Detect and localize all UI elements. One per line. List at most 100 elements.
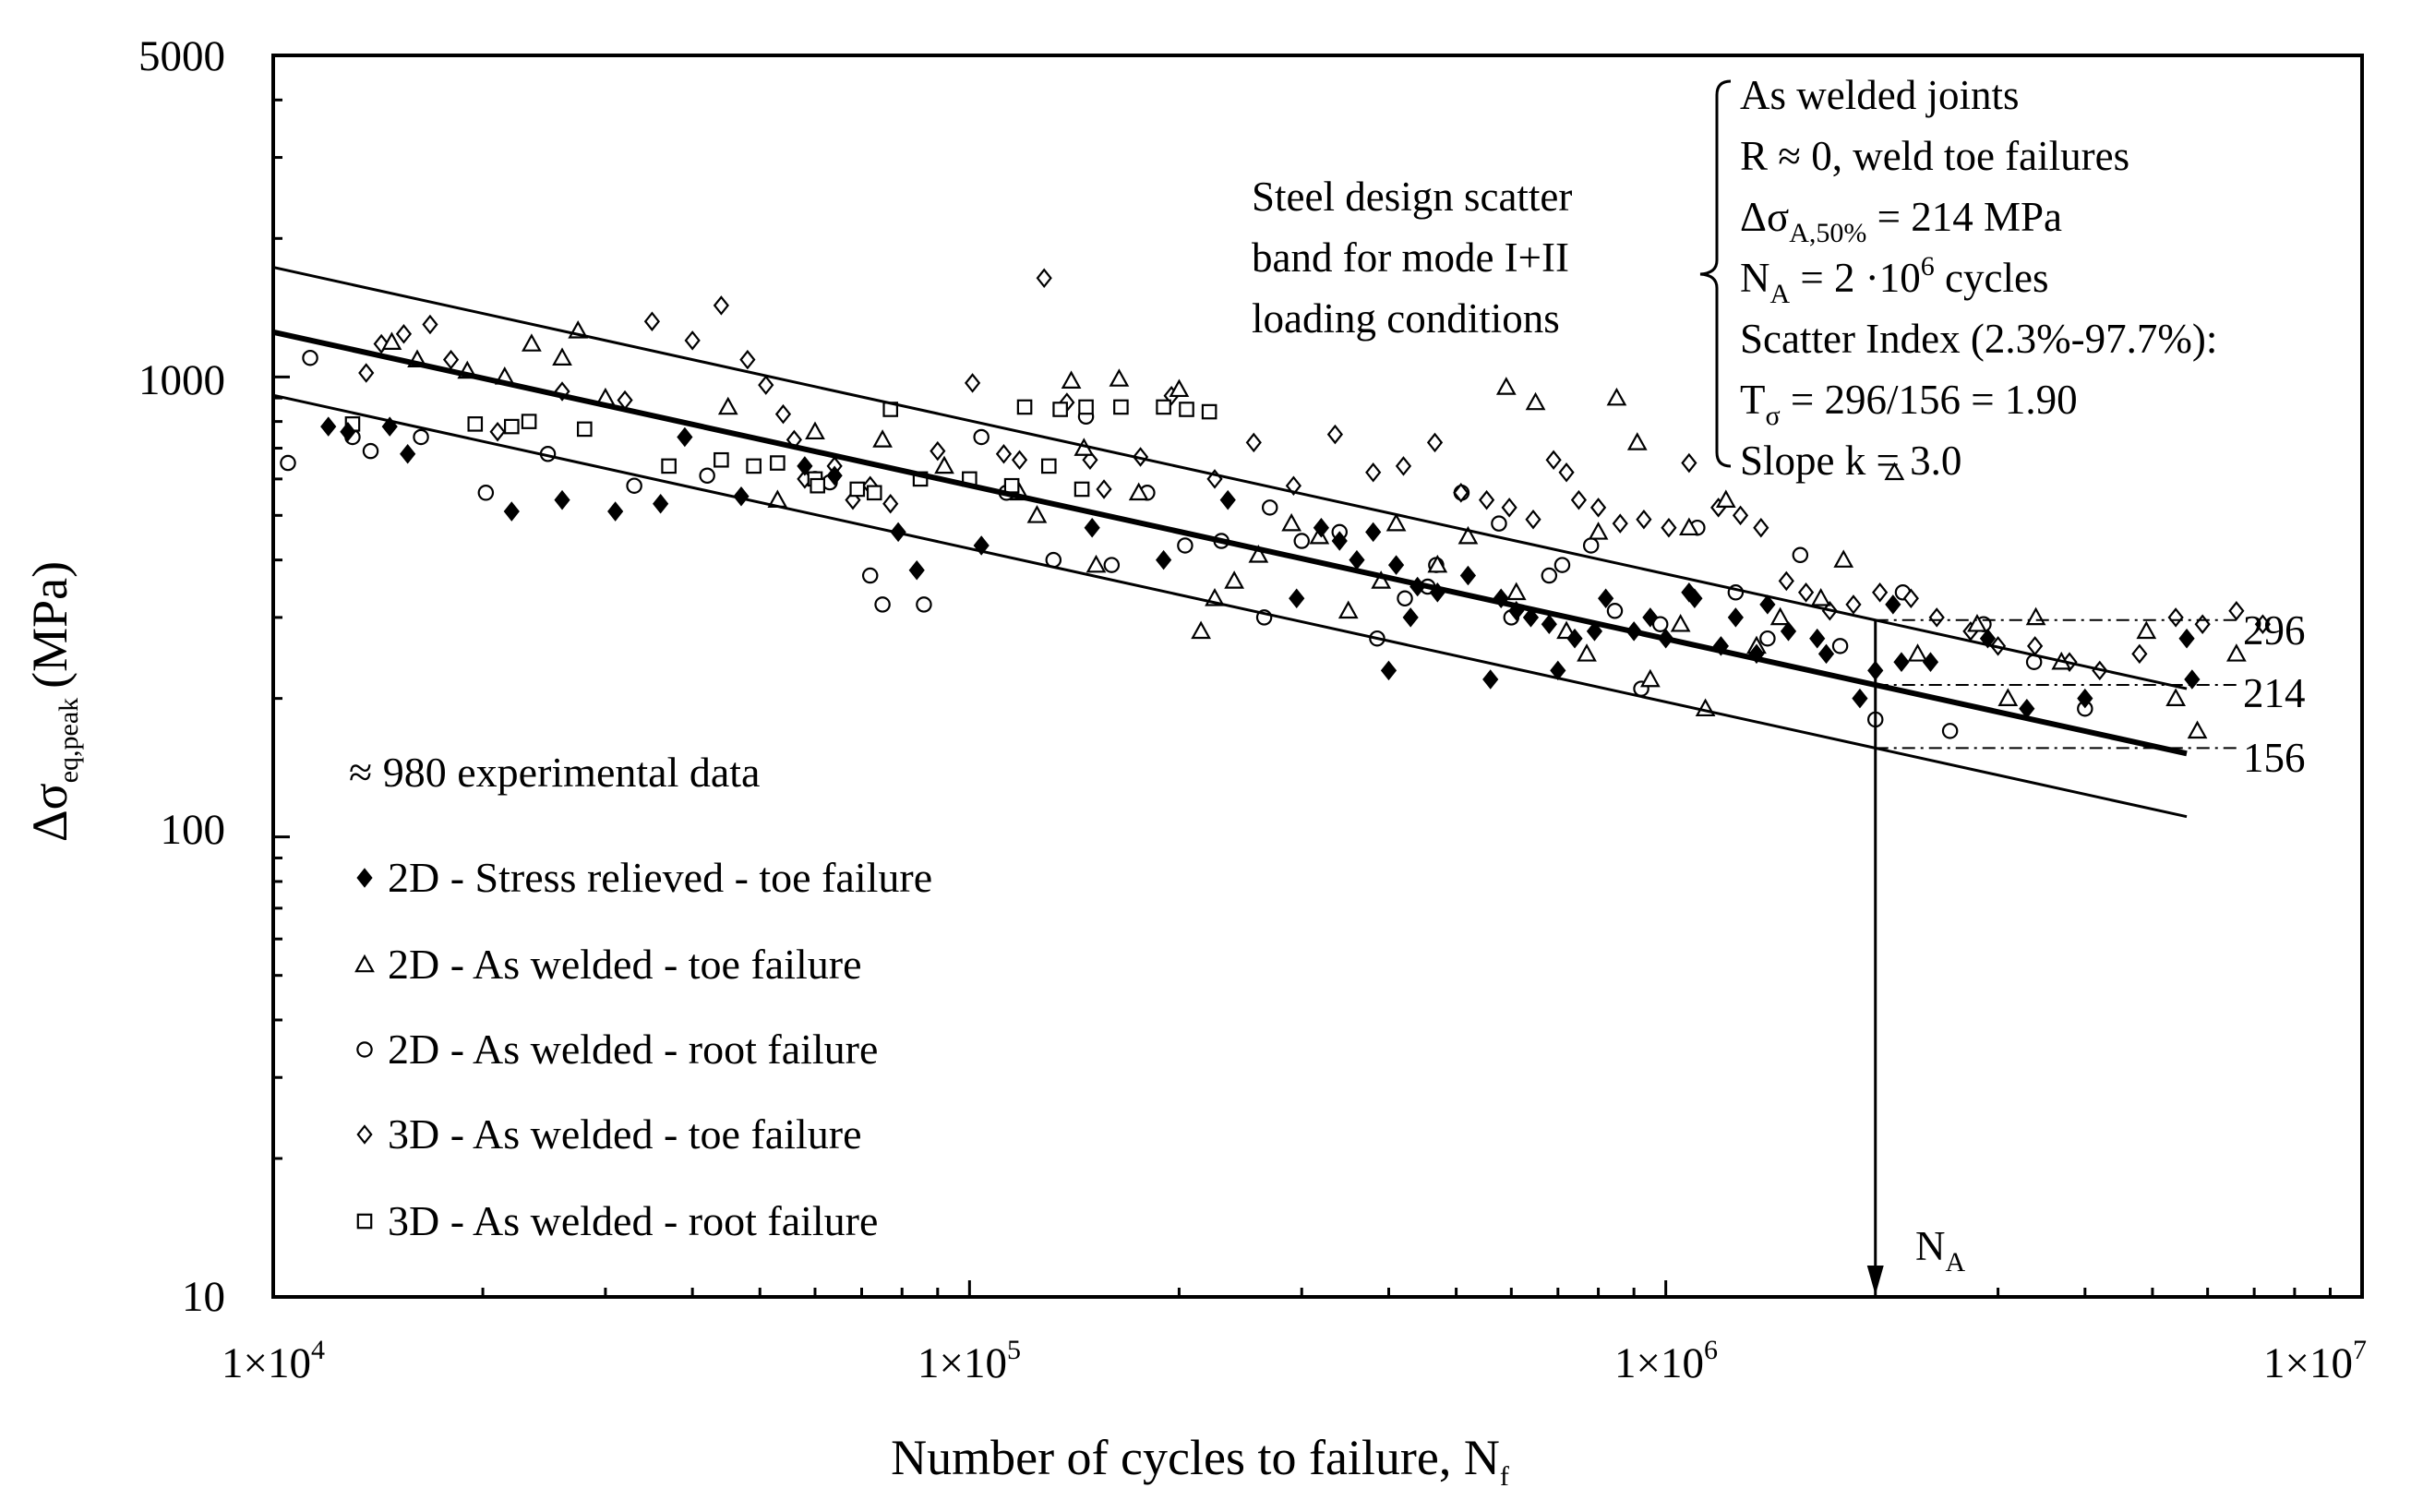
data-point-3d-toe [995,444,1013,464]
data-point-aw-toe [1639,668,1661,688]
data-point-sr-toe [653,493,669,514]
data-point-aw-root [413,428,429,446]
data-point-aw-toe [1769,606,1791,626]
data-point-sr-toe [1084,517,1100,538]
data-point-aw-toe [1577,643,1597,662]
data-point-sr-toe [340,421,356,442]
data-point-sr-toe [1402,607,1419,628]
data-point-3d-toe [930,440,946,462]
brace-icon [1699,79,1732,468]
data-point-3d-toe [2131,643,2148,665]
data-point-3d-toe [1612,513,1628,534]
data-point-sr-toe [1922,652,1939,672]
data-point-aw-root [477,485,495,501]
data-point-3d-toe [643,311,661,331]
info-line-5: Scatter Index (2.3%-97.7%): [1740,316,2217,362]
data-point-aw-root [1491,515,1507,532]
data-point-aw-root [1792,546,1809,564]
data-point-sr-toe [400,444,416,464]
data-point-aw-toe [1248,545,1269,563]
data-point-3d-toe [489,421,506,442]
legend-marker-3d-toe [356,1124,373,1145]
data-point-aw-toe [1337,600,1359,619]
data-point-sr-toe [1365,522,1382,543]
data-point-aw-toe [1061,370,1082,389]
data-point-sr-toe [1482,669,1499,690]
data-point-aw-root [1582,537,1600,554]
data-point-aw-root [1103,557,1121,573]
data-point-3d-toe [1661,517,1677,538]
data-point-3d-root [714,451,729,468]
info-line-3: ΔσA,50% = 214 MPa [1740,194,2062,248]
data-point-3d-root [1003,477,1020,494]
data-point-sr-toe [2077,688,2093,709]
data-point-aw-root [874,596,891,613]
data-point-3d-toe [1395,456,1412,476]
data-point-3d-toe [1570,489,1588,510]
data-point-3d-toe [1453,483,1469,503]
data-point-sr-toe [1289,588,1305,609]
band-label-296: 296 [2243,607,2306,654]
data-point-3d-root [810,477,826,494]
data-point-aw-toe [1884,462,1905,481]
data-point-3d-toe [1732,505,1749,526]
data-point-3d-toe [358,363,375,383]
data-point-sr-toe [1852,688,1868,709]
data-point-3d-toe [1036,268,1052,289]
data-point-aw-root [1261,499,1278,516]
data-point-sr-toe [1566,628,1583,649]
x-tick-label-1e6: 1×106 [1614,1335,1718,1387]
band-line-mean [272,329,2188,757]
data-point-sr-toe [1459,565,1477,586]
data-point-aw-toe [1169,378,1190,398]
x-tick-label-1e4: 1×104 [222,1335,325,1387]
data-point-3d-toe [442,349,460,370]
data-point-aw-root [1651,616,1669,632]
x-axis-title: Number of cycles to failure, Nf [891,1430,1509,1492]
y-tick-label-1000: 1000 [138,356,225,404]
data-point-sr-toe [1380,660,1397,681]
data-point-3d-root [1113,399,1129,415]
data-point-aw-toe [1810,588,1831,606]
data-point-sr-toe [607,501,624,522]
data-point-3d-toe [1797,582,1815,603]
data-point-3d-root [504,418,520,435]
band-line-lower [272,393,2188,819]
data-point-3d-toe [758,375,774,395]
data-point-3d-toe [1681,452,1697,474]
data-point-aw-root [699,467,715,485]
data-point-aw-toe [1997,688,2019,706]
data-point-3d-toe [1245,432,1262,453]
data-point-sr-toe [826,465,843,486]
data-point-aw-toe [717,396,738,415]
data-point-3d-toe [2228,601,2245,621]
data-point-aw-toe [522,333,542,352]
data-point-aw-toe [1907,643,1928,662]
data-point-sr-toe [554,489,570,510]
data-point-sr-toe [1541,614,1557,634]
data-point-aw-toe [1833,549,1854,568]
legend: ≈ 980 experimental data 2D - Stress reli… [349,749,932,1244]
data-point-aw-root [1541,567,1558,584]
data-point-sr-toe [677,426,693,448]
band-value-labels: 296 214 156 [2243,607,2306,781]
data-point-aw-toe [1026,505,1048,523]
data-point-3d-toe [1096,479,1112,499]
data-point-aw-toe [1457,525,1479,545]
data-point-aw-root [916,596,932,613]
data-point-3d-root [866,485,882,501]
data-point-3d-toe [2167,607,2184,628]
data-point-3d-toe [1478,489,1495,510]
y-tick-label-100: 100 [161,806,226,854]
x-tick-labels: 1×104 1×105 1×106 1×107 [222,1335,2367,1387]
y-tick-label-5000: 5000 [138,32,225,80]
data-point-aw-root [973,428,990,446]
data-point-aw-toe [1715,489,1736,508]
data-point-sr-toe [1979,628,1997,649]
data-point-aw-toe [1128,482,1149,501]
data-point-aw-toe [1281,512,1302,532]
data-point-3d-root [577,421,593,438]
info-line-6: Tσ = 296/156 = 1.90 [1740,377,2078,431]
y-tick-labels: 10 100 1000 5000 [138,32,225,1321]
